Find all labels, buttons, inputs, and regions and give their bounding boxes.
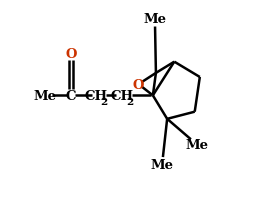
Text: O: O [65,48,77,61]
Text: 2: 2 [100,98,107,107]
Text: Me: Me [143,13,166,26]
Text: CH: CH [111,89,134,102]
Text: C: C [66,89,76,102]
Text: 2: 2 [126,98,134,107]
Text: Me: Me [185,138,208,151]
Text: Me: Me [33,89,56,102]
Text: Me: Me [151,159,173,171]
Text: CH: CH [84,89,107,102]
Text: O: O [133,78,144,91]
